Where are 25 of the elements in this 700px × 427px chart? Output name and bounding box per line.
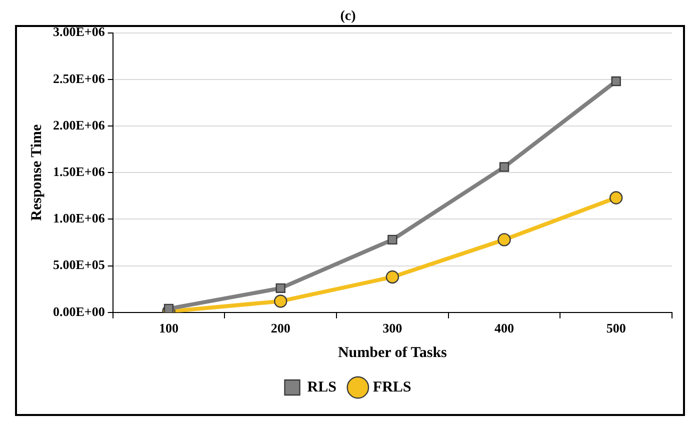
y-tick-label: 5.00E+05	[52, 257, 106, 272]
y-tick-label: 2.50E+06	[52, 70, 106, 86]
point	[276, 283, 286, 294]
x-axis-title: Number of Tasks	[338, 344, 448, 361]
y-tick-label: 1.00E+06	[52, 210, 106, 226]
x-tick-label: 500	[606, 320, 626, 336]
point	[274, 294, 288, 308]
point	[499, 162, 510, 172]
point	[609, 191, 623, 204]
legend-label: FRLS	[372, 379, 412, 396]
y-tick-label: 3.00E+06	[52, 24, 106, 40]
x-tick-label: 100	[158, 320, 178, 336]
point	[611, 76, 621, 86]
x-tick-label: 400	[494, 320, 514, 336]
point	[386, 270, 400, 284]
y-tick-label: 2.00E+06	[52, 117, 106, 132]
x-tick-label: 200	[270, 320, 290, 336]
y-tick-label: 0.00E+00	[52, 304, 105, 319]
point	[498, 233, 511, 246]
chart-title: (c)	[340, 9, 356, 24]
x-tick-label: 300	[382, 320, 402, 336]
point	[388, 234, 398, 245]
y-tick-label: 1.50E+06	[52, 164, 106, 179]
y-axis-title: Response Time	[28, 124, 45, 221]
legend-label: RLS	[307, 379, 336, 396]
